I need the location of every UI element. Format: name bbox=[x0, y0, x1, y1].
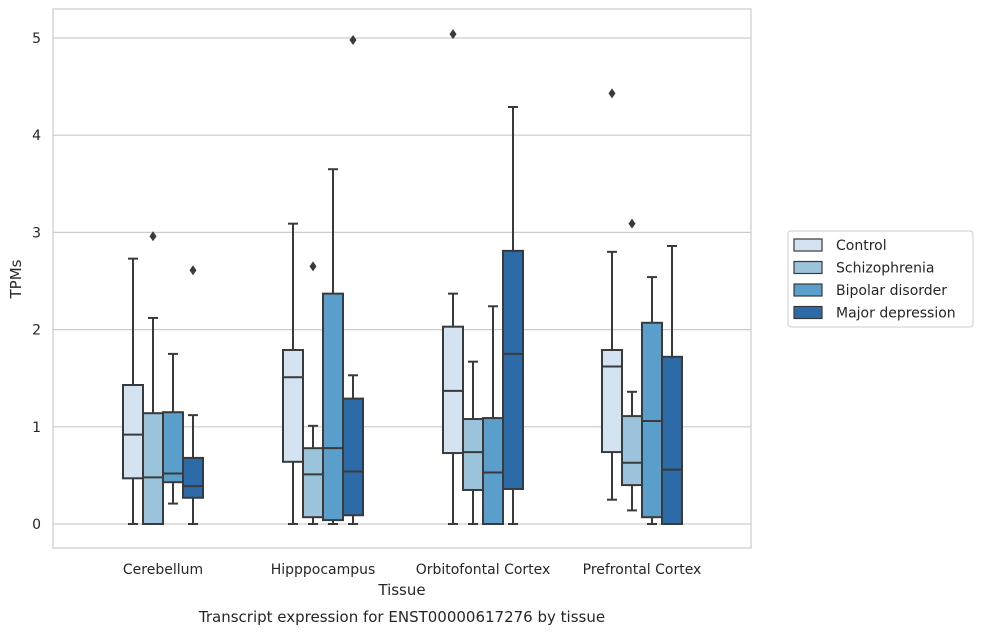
box bbox=[502, 249, 524, 491]
box-plot bbox=[641, 276, 663, 525]
legend-swatch bbox=[793, 260, 823, 275]
box-plot bbox=[162, 352, 184, 505]
box-plot bbox=[282, 222, 304, 525]
x-tick-label: Hipppocampus bbox=[271, 562, 376, 578]
y-tick-label: 1 bbox=[32, 420, 41, 436]
box bbox=[122, 384, 144, 480]
box bbox=[601, 349, 623, 454]
legend-swatch bbox=[793, 238, 823, 252]
box-plot bbox=[502, 106, 524, 525]
y-tick-label: 4 bbox=[32, 128, 41, 144]
outlier-point bbox=[449, 29, 457, 40]
box bbox=[621, 415, 643, 487]
box bbox=[182, 456, 204, 499]
y-tick-label: 3 bbox=[32, 225, 41, 241]
box bbox=[282, 349, 304, 463]
box-plot bbox=[661, 245, 683, 526]
box-plot bbox=[482, 305, 504, 525]
x-tick-label: Prefrontal Cortex bbox=[583, 562, 702, 578]
box-layer bbox=[122, 29, 683, 526]
box-plot bbox=[182, 265, 204, 525]
outlier-point bbox=[628, 218, 636, 229]
box-plot bbox=[621, 218, 643, 512]
x-axis-title: Tissue bbox=[377, 581, 425, 599]
box-plot bbox=[462, 360, 484, 525]
box-plot bbox=[442, 29, 464, 525]
legend-label: Control bbox=[836, 238, 887, 254]
box-plot bbox=[601, 88, 623, 501]
chart-caption: Transcript expression for ENST0000061727… bbox=[198, 608, 605, 626]
x-tick-labels: Cerebellum Hipppocampus Orbitofontal Corte… bbox=[123, 562, 701, 578]
legend-label: Bipolar disorder bbox=[836, 283, 947, 299]
box-plot bbox=[142, 231, 164, 525]
outlier-point bbox=[309, 261, 317, 272]
y-tick-label: 5 bbox=[32, 31, 41, 47]
box-plot bbox=[342, 34, 364, 525]
legend-frame bbox=[787, 230, 974, 328]
y-tick-labels: 0 1 2 3 4 5 bbox=[32, 31, 41, 533]
outlier-point bbox=[149, 231, 157, 242]
x-tick-label: Cerebellum bbox=[123, 562, 203, 578]
outlier-point bbox=[189, 265, 197, 276]
legend-swatch bbox=[793, 305, 823, 320]
plot-frame bbox=[52, 8, 752, 549]
box bbox=[142, 412, 164, 525]
legend-label: Schizophrenia bbox=[836, 261, 934, 277]
y-axis-title: TPMs bbox=[7, 259, 25, 299]
box bbox=[342, 397, 364, 517]
box bbox=[462, 418, 484, 491]
legend: Control Schizophrenia Bipolar disorder Majo… bbox=[787, 230, 974, 328]
y-tick-label: 0 bbox=[32, 517, 41, 533]
box bbox=[162, 411, 184, 484]
box bbox=[322, 292, 344, 522]
box-plot bbox=[322, 168, 344, 525]
box bbox=[661, 355, 683, 526]
x-tick-label: Orbitofontal Cortex bbox=[416, 562, 551, 578]
box-plot bbox=[302, 261, 324, 525]
legend-label: Major depression bbox=[836, 306, 956, 322]
outlier-point bbox=[349, 34, 357, 45]
y-tick-label: 2 bbox=[32, 323, 41, 339]
box bbox=[482, 417, 504, 525]
legend-swatch bbox=[793, 283, 823, 297]
box bbox=[302, 447, 324, 519]
outlier-point bbox=[608, 88, 616, 99]
box-plot bbox=[122, 257, 144, 525]
